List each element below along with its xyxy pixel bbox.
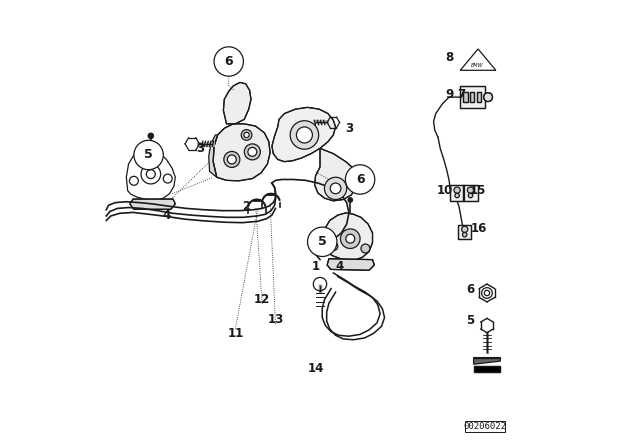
Polygon shape — [272, 108, 335, 162]
Text: 3: 3 — [345, 122, 353, 135]
Polygon shape — [223, 82, 251, 124]
Text: 4: 4 — [336, 260, 344, 273]
Polygon shape — [327, 259, 374, 270]
Text: 7: 7 — [458, 88, 466, 101]
Text: 12: 12 — [254, 293, 270, 306]
Circle shape — [134, 140, 163, 170]
Bar — [465, 421, 505, 432]
Circle shape — [241, 129, 252, 140]
Text: 8: 8 — [445, 51, 453, 64]
Bar — [474, 366, 500, 372]
Circle shape — [248, 147, 257, 156]
Circle shape — [455, 193, 460, 198]
Polygon shape — [209, 135, 218, 177]
Polygon shape — [315, 148, 358, 201]
Text: 15: 15 — [470, 184, 486, 197]
Text: BMW: BMW — [471, 63, 483, 68]
Circle shape — [214, 47, 243, 76]
Bar — [470, 92, 474, 103]
Circle shape — [330, 183, 341, 194]
Circle shape — [296, 127, 312, 143]
Circle shape — [340, 229, 360, 249]
Bar — [470, 92, 474, 103]
Circle shape — [468, 193, 473, 198]
Bar — [460, 86, 484, 108]
Text: 16: 16 — [471, 222, 487, 235]
Text: 1: 1 — [312, 260, 319, 273]
Polygon shape — [130, 199, 175, 209]
Text: 10: 10 — [436, 184, 452, 197]
Bar — [450, 185, 464, 201]
Polygon shape — [474, 358, 500, 364]
Text: 14: 14 — [307, 362, 324, 375]
Text: 6: 6 — [225, 55, 233, 68]
Bar — [477, 92, 481, 103]
Bar — [477, 92, 481, 103]
Bar — [463, 185, 477, 201]
Bar — [474, 366, 500, 372]
Text: 2: 2 — [243, 200, 251, 213]
Text: 00206022: 00206022 — [463, 422, 506, 431]
Circle shape — [348, 198, 353, 202]
Text: 4: 4 — [163, 209, 170, 222]
Circle shape — [346, 234, 355, 243]
Bar — [463, 92, 468, 103]
Circle shape — [361, 244, 370, 253]
Circle shape — [244, 132, 249, 138]
Circle shape — [224, 151, 240, 168]
Bar — [458, 225, 472, 239]
Circle shape — [308, 227, 337, 257]
Circle shape — [324, 177, 347, 199]
Circle shape — [244, 144, 260, 160]
Circle shape — [461, 226, 468, 233]
Text: 5: 5 — [318, 235, 326, 248]
Circle shape — [484, 93, 493, 102]
Circle shape — [329, 242, 338, 251]
Bar — [458, 225, 472, 239]
Circle shape — [454, 187, 460, 193]
Text: 6: 6 — [356, 173, 364, 186]
Bar — [460, 86, 484, 108]
Circle shape — [290, 121, 319, 149]
Circle shape — [467, 187, 474, 193]
Circle shape — [148, 133, 154, 138]
Text: 5: 5 — [144, 148, 153, 161]
Text: 13: 13 — [268, 313, 284, 326]
Circle shape — [463, 233, 467, 237]
Circle shape — [227, 155, 236, 164]
Text: 5: 5 — [467, 314, 475, 327]
Bar — [463, 92, 468, 103]
Text: 9: 9 — [445, 88, 453, 101]
Text: 11: 11 — [227, 327, 244, 340]
Circle shape — [484, 290, 490, 296]
Polygon shape — [322, 213, 372, 260]
Text: 3: 3 — [196, 142, 204, 155]
Polygon shape — [213, 124, 270, 181]
Text: 6: 6 — [467, 284, 475, 297]
Circle shape — [346, 165, 375, 194]
Bar — [450, 185, 464, 201]
Bar — [463, 185, 477, 201]
